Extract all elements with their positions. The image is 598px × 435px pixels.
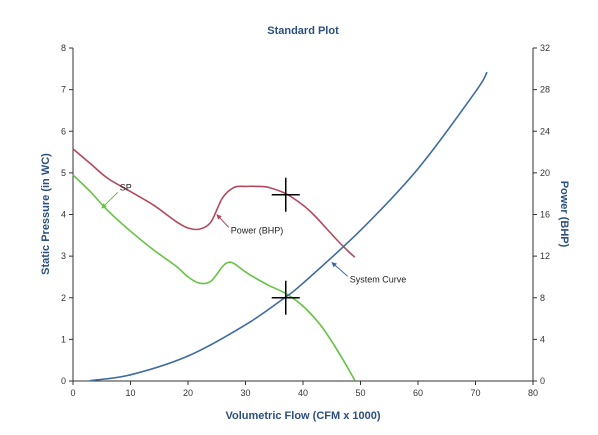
power-line [72,148,356,258]
x-axis-label: Volumetric Flow (CFM x 1000) [225,410,380,422]
x-tick-label: 40 [298,388,308,398]
annotation-label: SP [120,182,132,192]
y2-tick-label: 28 [540,85,550,95]
power-annotation: Power (BHP) [216,214,284,236]
x-tick-label: 50 [355,388,365,398]
x-tick-label: 70 [470,388,480,398]
system-curve-line [90,71,488,382]
series-layer [72,71,488,382]
y2-tick-label: 32 [540,43,550,53]
annotation-arrowhead [216,214,222,220]
y2-tick-label: 12 [540,251,550,261]
annotation-label: System Curve [350,274,407,284]
annotation-arrowhead [331,261,338,268]
axes-layer: 0 10 20 30 40 50 60 70 8001234567804812162024283… [61,43,550,398]
y-tick-label: 8 [61,43,66,53]
y-tick-label: 2 [61,293,66,303]
y2-tick-label: 24 [540,126,550,136]
annotation-arrowhead [101,203,107,209]
x-tick-label: 0 [70,388,75,398]
x-tick-label: 30 [240,388,250,398]
system-curve-annotation: System Curve [331,261,407,284]
y-tick-label: 4 [61,210,66,220]
x-tick-label: 10 [125,388,135,398]
y-tick-label: 5 [61,168,66,178]
y2-tick-label: 4 [540,334,545,344]
x-tick-label: 20 [183,388,193,398]
y-tick-label: 0 [61,376,66,386]
annotation-layer: SP Power (BHP) System Curve [101,182,407,284]
y-tick-label: 1 [61,334,66,344]
y-tick-label: 7 [61,85,66,95]
operating-point-marker [271,177,300,212]
y-tick-label: 6 [61,126,66,136]
y2-tick-label: 20 [540,168,550,178]
y2-tick-label: 16 [540,210,550,220]
x-tick-label: 60 [413,388,423,398]
y2-axis-label: Power (BHP) [558,181,570,248]
chart-title: Standard Plot [267,25,339,37]
operating-point-layer [271,177,300,315]
x-tick-label: 80 [528,388,538,398]
sp-line [72,174,356,381]
annotation-label: Power (BHP) [231,226,284,236]
y2-tick-label: 8 [540,293,545,303]
y-tick-label: 3 [61,251,66,261]
sp-annotation: SP [101,182,132,209]
operating-point-marker [271,280,300,315]
y2-tick-label: 0 [540,376,545,386]
y-axis-label: Static Pressure (in WC) [40,153,52,275]
